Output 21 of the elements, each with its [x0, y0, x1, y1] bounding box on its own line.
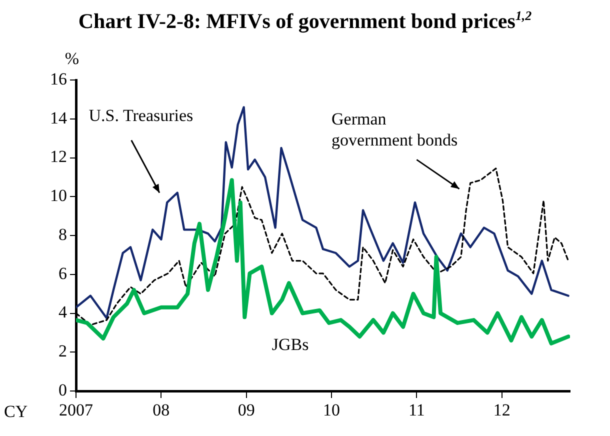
y-tick-label: 16	[50, 69, 67, 88]
x-tick-label: 11	[408, 400, 425, 420]
y-tick-label: 6	[58, 264, 67, 283]
x-tick-label: 09	[238, 400, 255, 420]
y-tick-label: 2	[58, 342, 67, 361]
y-tick-label: 14	[50, 108, 68, 128]
text: German government bonds	[332, 110, 458, 150]
y-axis-title: %	[64, 49, 80, 68]
chart-title: Chart IV-2-8: MFIVs of government bond prices$^{1,2}$	[77, 8, 533, 34]
text: U.S. Treasuries	[88, 106, 194, 125]
y-tick-label: 0	[58, 380, 67, 400]
y-tick-label: 12	[50, 147, 67, 166]
y-tick-label: 8	[58, 224, 67, 244]
y-tick-label: 10	[50, 186, 67, 206]
x-axis-title: CY	[4, 402, 28, 421]
y-tick-label: 4	[58, 302, 68, 322]
x-tick-label: 2007	[59, 400, 94, 420]
x-tick-label: 12	[493, 400, 510, 420]
x-tick-label: 10	[323, 400, 340, 420]
series-label: JGBs	[272, 335, 309, 354]
x-tick-label: 08	[152, 400, 170, 420]
